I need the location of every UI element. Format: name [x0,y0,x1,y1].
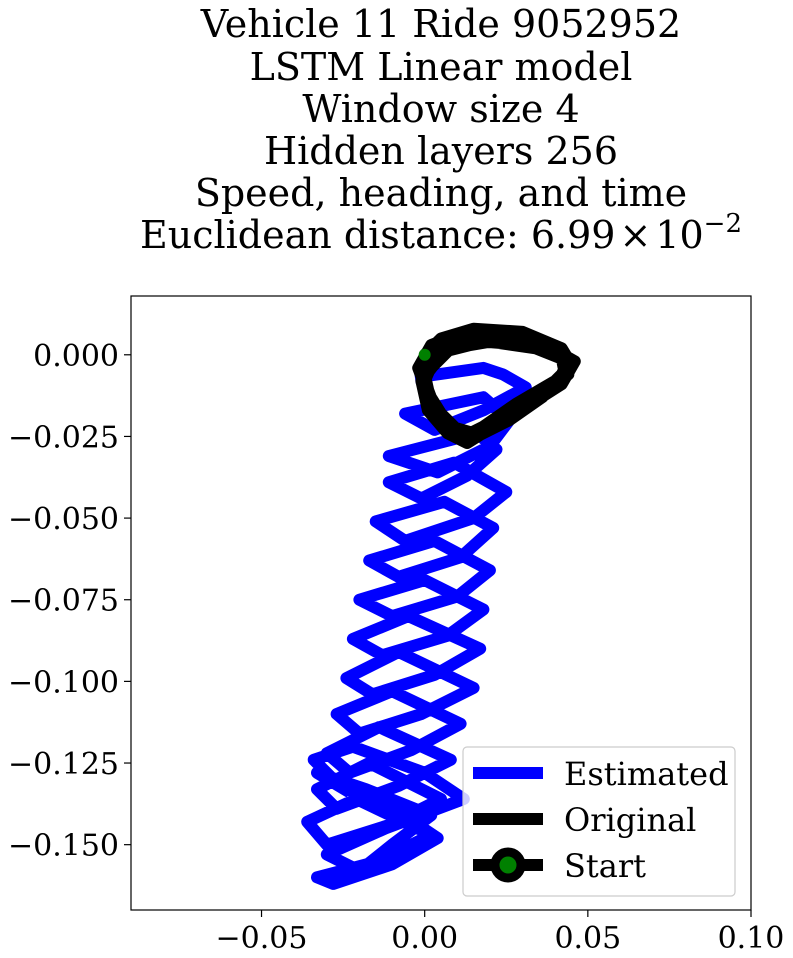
distance-times: × [619,213,651,257]
y-tick-label: 0.000 [33,339,119,374]
start-layer [418,348,431,361]
chart-title: Vehicle 11 Ride 9052952 LSTM Linear mode… [140,2,742,257]
legend: Estimated Original Start [462,746,736,897]
legend-start-label: Start [564,847,646,885]
y-tick-label: −0.050 [8,502,119,537]
title-line-5: Speed, heading, and time [195,171,687,215]
x-tick-label: 0.05 [554,921,621,956]
legend-estimated-label: Estimated [564,755,729,793]
x-tick-label: −0.05 [216,921,308,956]
series-line-estimated [301,361,532,890]
series-layer [301,322,581,890]
y-tick-label: −0.100 [8,665,119,700]
legend-original-label: Original [564,801,696,839]
y-tick-label: −0.150 [8,829,119,864]
title-line-3: Window size 4 [302,87,579,131]
distance-label: Euclidean distance: [140,213,531,257]
y-axis: 0.000 −0.025 −0.050 −0.075 −0.100 −0.125 −0.15… [8,339,131,864]
x-tick-label: 0.10 [718,921,785,956]
y-tick-label: −0.125 [8,747,119,782]
plot-frame [130,295,752,911]
title-line-6: Euclidean distance: 6.99 × 10−2 [140,209,742,257]
title-line-2: LSTM Linear model [250,45,633,89]
start-point-marker [418,348,431,361]
x-axis: −0.05 0.00 0.05 0.10 [216,910,785,956]
y-tick-label: −0.025 [8,420,119,455]
distance-exponent: −2 [704,209,742,239]
title-line-1: Vehicle 11 Ride 9052952 [200,2,681,46]
x-tick-label: 0.00 [391,921,458,956]
legend-box [462,746,736,897]
y-tick-label: −0.075 [8,584,119,619]
title-line-4: Hidden layers 256 [264,129,618,173]
distance-base: 10 [655,213,703,257]
legend-start-marker [490,847,526,883]
series-line-original [412,322,581,449]
distance-mantissa: 6.99 [531,213,616,257]
